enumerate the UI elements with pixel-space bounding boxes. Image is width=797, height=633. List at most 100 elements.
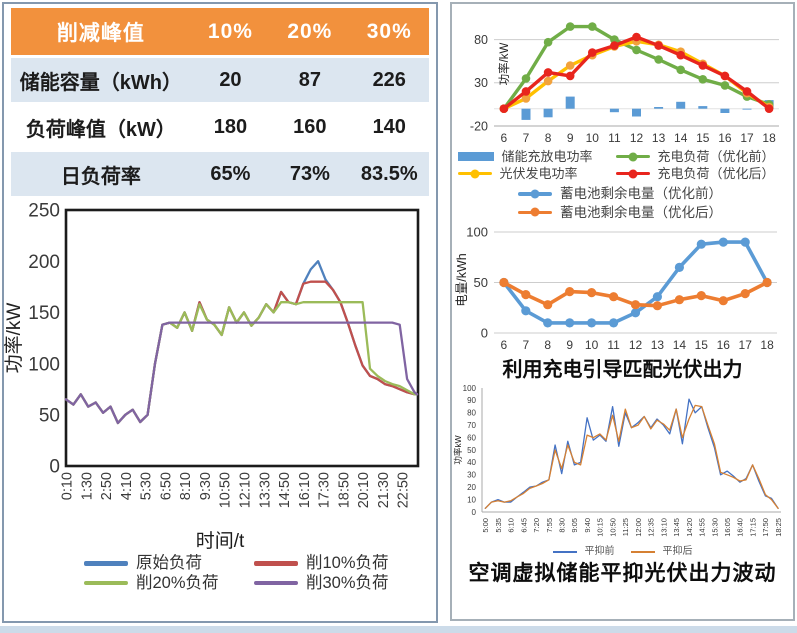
svg-text:200: 200 bbox=[28, 252, 60, 273]
svg-text:20: 20 bbox=[467, 483, 476, 492]
svg-text:11: 11 bbox=[607, 338, 620, 352]
svg-text:13:30: 13:30 bbox=[257, 472, 273, 508]
battery-soc-legend: 蓄电池剩余电量（优化前） 蓄电池剩余电量（优化后） bbox=[518, 187, 793, 219]
svg-text:17:30: 17:30 bbox=[317, 472, 333, 508]
charge-load-before-swatch bbox=[615, 154, 650, 159]
legend-item-before-smoothing: 平抑前 bbox=[552, 546, 615, 557]
svg-text:7: 7 bbox=[523, 131, 530, 145]
row-value: 83.5% bbox=[360, 162, 418, 185]
svg-text:80: 80 bbox=[474, 33, 488, 47]
svg-text:电量/kWh: 电量/kWh bbox=[455, 253, 469, 307]
svg-text:150: 150 bbox=[28, 303, 60, 324]
svg-text:50: 50 bbox=[474, 275, 488, 290]
svg-text:14: 14 bbox=[674, 131, 688, 145]
svg-text:0: 0 bbox=[49, 457, 60, 478]
svg-text:8: 8 bbox=[545, 131, 552, 145]
pv-power-swatch bbox=[457, 171, 492, 176]
svg-text:30: 30 bbox=[467, 471, 476, 480]
svg-text:8: 8 bbox=[544, 338, 551, 352]
svg-text:7:55: 7:55 bbox=[545, 518, 554, 533]
svg-text:12:00: 12:00 bbox=[634, 518, 643, 537]
svg-text:13: 13 bbox=[652, 131, 666, 145]
left-panel: 削减峰值 10% 20% 30% 储能容量（kWh） 20 87 226 负荷峰… bbox=[2, 2, 438, 623]
legend-item-pv-power: 光伏发电功率 bbox=[457, 166, 616, 181]
svg-text:功率/kW: 功率/kW bbox=[4, 303, 25, 374]
row-value: 65% bbox=[210, 162, 251, 185]
svg-text:-20: -20 bbox=[470, 119, 488, 133]
svg-text:12:10: 12:10 bbox=[238, 472, 254, 508]
legend-label: 光伏发电功率 bbox=[499, 166, 578, 181]
table-row: 储能容量（kWh） 20 87 226 bbox=[11, 58, 429, 102]
svg-text:7: 7 bbox=[522, 338, 529, 352]
row-label: 储能容量（kWh） bbox=[19, 71, 182, 94]
right-panel: 80 30 -20 6 7 8 9 10 11 12 13 14 15 16 17 18 功率/kW 储能充放电… bbox=[450, 2, 795, 621]
table-header-row: 削减峰值 10% 20% 30% bbox=[11, 8, 429, 55]
svg-text:16:40: 16:40 bbox=[736, 518, 745, 537]
svg-text:14:50: 14:50 bbox=[277, 472, 293, 508]
svg-text:17:50: 17:50 bbox=[761, 518, 770, 537]
svg-text:6:45: 6:45 bbox=[519, 518, 528, 533]
svg-text:13:45: 13:45 bbox=[672, 518, 681, 537]
svg-text:10: 10 bbox=[467, 495, 476, 504]
svg-text:18:50: 18:50 bbox=[336, 472, 352, 508]
legend-item-cut20-load: 削20%负荷 bbox=[84, 573, 254, 592]
table-row: 日负荷率 65% 73% 83.5% bbox=[11, 152, 429, 196]
legend-label: 储能充放电功率 bbox=[501, 149, 593, 164]
row-value: 87 bbox=[298, 68, 321, 91]
legend-item-charge-load-after: 充电负荷（优化后） bbox=[615, 167, 788, 180]
svg-text:10:15: 10:15 bbox=[596, 518, 605, 537]
svg-text:17: 17 bbox=[740, 131, 754, 145]
svg-text:30: 30 bbox=[474, 76, 488, 90]
smoothing-legend: 平抑前 平抑后 bbox=[452, 547, 793, 557]
svg-text:13:10: 13:10 bbox=[659, 518, 668, 537]
legend-item-original-load: 原始负荷 bbox=[84, 555, 254, 572]
svg-text:5:30: 5:30 bbox=[139, 472, 155, 500]
svg-text:100: 100 bbox=[463, 384, 477, 393]
peak-shaving-table: 削减峰值 10% 20% 30% 储能容量（kWh） 20 87 226 负荷峰… bbox=[11, 8, 429, 196]
svg-text:10: 10 bbox=[586, 131, 600, 145]
legend-label: 蓄电池剩余电量（优化后） bbox=[560, 204, 722, 220]
svg-text:16:10: 16:10 bbox=[297, 472, 313, 508]
svg-text:250: 250 bbox=[28, 202, 60, 222]
original-load-swatch bbox=[84, 561, 128, 566]
legend-label: 削10%负荷 bbox=[306, 554, 389, 572]
svg-text:50: 50 bbox=[39, 406, 60, 427]
svg-text:0: 0 bbox=[481, 326, 488, 341]
row-value: 160 bbox=[293, 115, 327, 138]
legend-label: 削20%负荷 bbox=[136, 573, 219, 592]
svg-text:22:50: 22:50 bbox=[396, 472, 412, 508]
svg-text:4:10: 4:10 bbox=[119, 472, 135, 500]
svg-text:0: 0 bbox=[472, 508, 477, 517]
svg-text:9:05: 9:05 bbox=[570, 518, 579, 533]
svg-text:50: 50 bbox=[467, 446, 476, 455]
svg-text:10:50: 10:50 bbox=[608, 518, 617, 537]
svg-text:70: 70 bbox=[467, 421, 476, 430]
svg-text:9:30: 9:30 bbox=[198, 472, 214, 500]
svg-text:11:25: 11:25 bbox=[621, 518, 630, 536]
load-chart-legend: 原始负荷 削10%负荷 削20%负荷 削30%负荷 bbox=[84, 555, 436, 591]
svg-text:8:30: 8:30 bbox=[558, 518, 567, 533]
daily-load-chart: 0 50 100 150 200 250 0:10 1:30 2:50 4:10 5:30 6:50 8… bbox=[3, 201, 436, 530]
svg-text:6: 6 bbox=[501, 131, 508, 145]
legend-label: 平抑后 bbox=[662, 546, 693, 557]
svg-text:17:15: 17:15 bbox=[749, 518, 758, 537]
svg-text:18: 18 bbox=[760, 338, 774, 352]
svg-text:1:30: 1:30 bbox=[79, 472, 95, 500]
svg-text:13: 13 bbox=[651, 338, 665, 352]
legend-label: 平抑前 bbox=[584, 546, 615, 557]
svg-text:14:55: 14:55 bbox=[698, 518, 707, 537]
table-header-label: 削减峰值 bbox=[56, 21, 145, 45]
row-label: 负荷峰值（kW） bbox=[25, 118, 176, 141]
row-value: 140 bbox=[372, 115, 406, 138]
svg-text:60: 60 bbox=[467, 433, 476, 442]
caption-ac-virtual-storage: 空调虚拟储能平抑光伏出力波动 bbox=[468, 561, 777, 585]
svg-text:5:00: 5:00 bbox=[481, 518, 490, 533]
charge-load-after-swatch bbox=[615, 171, 650, 176]
svg-text:15:30: 15:30 bbox=[710, 518, 719, 537]
svg-text:17: 17 bbox=[739, 338, 753, 352]
svg-text:40: 40 bbox=[467, 458, 476, 467]
svg-text:16:05: 16:05 bbox=[723, 518, 732, 537]
svg-text:21:30: 21:30 bbox=[376, 472, 392, 508]
row-value: 73% bbox=[289, 162, 330, 185]
svg-text:16: 16 bbox=[717, 338, 731, 352]
